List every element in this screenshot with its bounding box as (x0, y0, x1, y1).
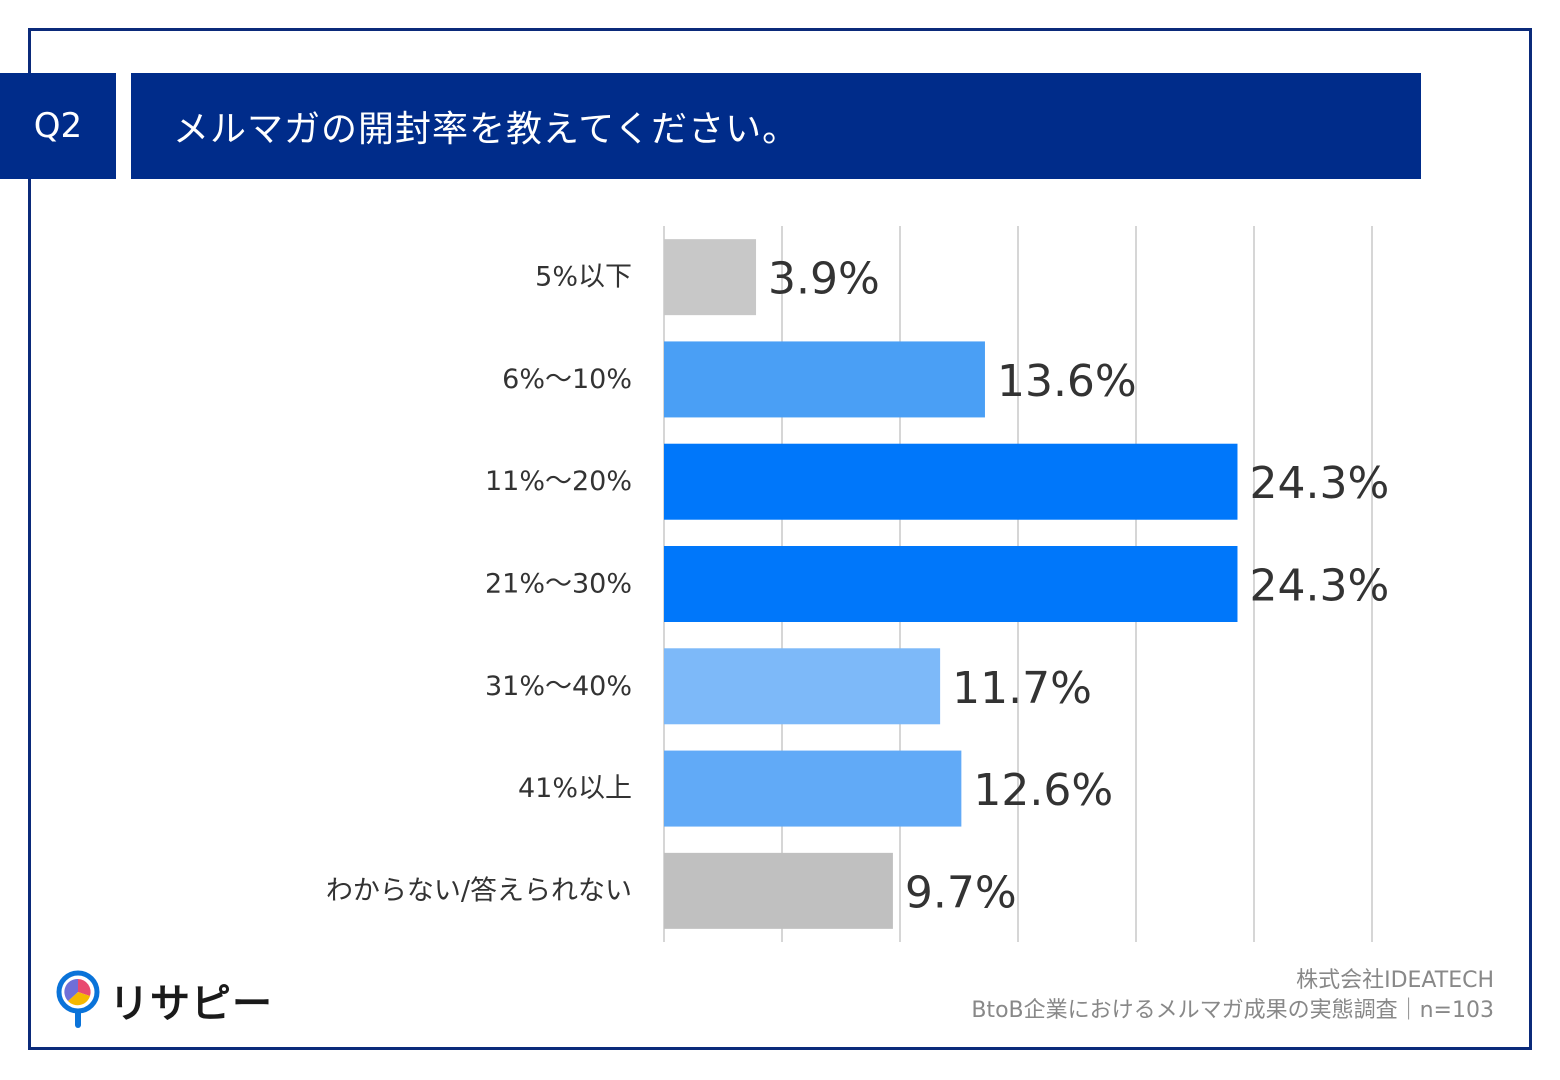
category-label: 6%～10% (502, 364, 632, 395)
bar-4 (664, 546, 1238, 622)
value-label: 3.9% (768, 254, 880, 305)
value-label: 12.6% (973, 765, 1113, 816)
value-label: 11.7% (952, 663, 1092, 714)
category-label: 21%～30% (485, 569, 632, 600)
risapy-logo: リサピー (55, 970, 273, 1030)
pin-logo-icon (56, 970, 100, 1028)
bar-2 (664, 341, 985, 418)
bar-5 (664, 648, 941, 725)
value-label: 24.3% (1249, 561, 1389, 612)
question-number-badge: Q2 (0, 73, 116, 179)
category-label: 41%以上 (518, 773, 632, 804)
value-label: 13.6% (997, 356, 1137, 407)
footer-company: 株式会社IDEATECH (1296, 968, 1494, 993)
logo-text: リサピー (109, 981, 273, 1027)
footer-survey: BtoB企業におけるメルマガ成果の実態調査｜n=103 (971, 998, 1494, 1023)
value-label: 9.7% (905, 867, 1017, 918)
bar-6 (664, 750, 962, 827)
category-label: 5%以下 (535, 262, 632, 293)
bar-1 (664, 239, 757, 316)
value-label: 24.3% (1249, 458, 1389, 509)
category-label: わからない/答えられない (326, 875, 632, 906)
category-label: 11%～20% (485, 466, 632, 497)
footer-source: 株式会社IDEATECH BtoB企業におけるメルマガ成果の実態調査｜n=103 (971, 966, 1494, 1026)
bar-7 (664, 852, 893, 929)
category-label: 31%～40% (485, 671, 632, 702)
chart-frame (28, 28, 1532, 1050)
question-title: メルマガの開封率を教えてください。 (131, 73, 1421, 179)
bar-3 (664, 443, 1238, 520)
